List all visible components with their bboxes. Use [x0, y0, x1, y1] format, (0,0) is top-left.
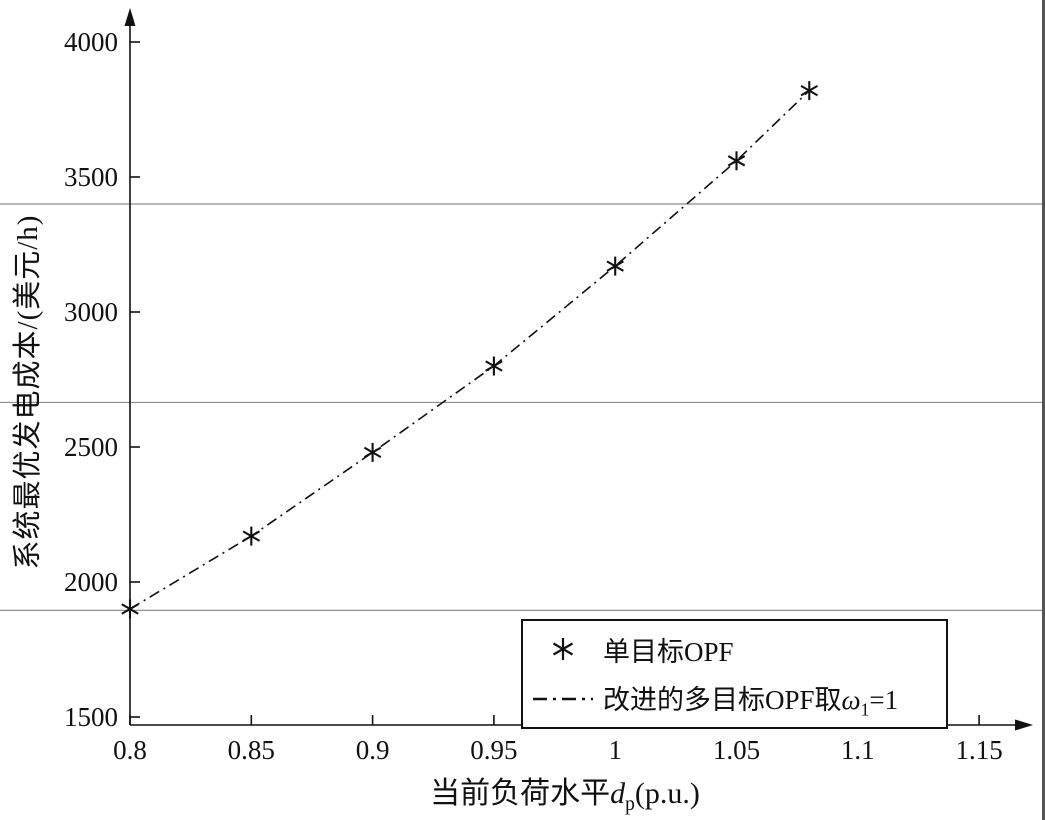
y-tick-label: 3000 — [64, 297, 118, 327]
data-point-marker — [485, 360, 503, 372]
dash-dot-line-icon — [523, 694, 603, 704]
x-tick-label: 1.05 — [713, 735, 760, 765]
x-axis-label-prefix: 当前负荷水平 — [430, 777, 611, 810]
x-axis-label-variable: d — [610, 777, 626, 810]
legend-entry-single-opf: 单目标OPF — [523, 624, 946, 674]
x-tick-label: 1 — [608, 735, 622, 765]
data-series-line — [129, 90, 810, 610]
data-point-marker — [606, 260, 624, 272]
data-point-marker — [121, 603, 139, 615]
legend-label-single-opf: 单目标OPF — [603, 636, 734, 667]
y-tick-label: 4000 — [64, 27, 118, 57]
x-tick-label: 0.95 — [470, 735, 517, 765]
y-axis-label-text: 系统最优发电成本/(美元/h) — [12, 214, 44, 570]
page-edge-line — [1042, 0, 1045, 820]
x-tick-label: 0.8 — [113, 735, 147, 765]
x-axis-label-subscript: p — [625, 794, 635, 815]
y-tick-label: 2000 — [64, 567, 118, 597]
legend-entry-multi-opf: 改进的多目标OPF取ω1=1 — [523, 674, 946, 724]
legend-label-suffix: =1 — [869, 684, 899, 715]
legend-label-subscript: 1 — [860, 699, 870, 720]
x-axis-label: 当前负荷水平dp(p.u.) — [340, 768, 790, 815]
data-point-marker — [242, 530, 261, 542]
x-tick-label: 1.1 — [841, 735, 875, 765]
legend-label-multi-opf: 改进的多目标OPF取ω1=1 — [603, 678, 898, 720]
legend-label-variable: ω — [841, 684, 861, 715]
asterisk-marker-icon — [523, 636, 603, 662]
x-tick-label: 0.85 — [228, 735, 275, 765]
x-axis-label-suffix: (p.u.) — [634, 777, 700, 810]
y-axis-label: 系统最优发电成本/(美元/h) — [4, 122, 44, 662]
legend-label-prefix: 改进的多目标OPF取 — [603, 684, 842, 715]
x-tick-label: 0.9 — [356, 735, 390, 765]
x-axis-arrow — [1015, 719, 1033, 731]
data-point-marker — [800, 84, 819, 97]
data-point-marker — [363, 446, 382, 459]
x-tick-label: 1.15 — [955, 735, 1002, 765]
y-axis-arrow — [124, 8, 136, 26]
legend-box: 单目标OPF 改进的多目标OPF取ω1=1 — [521, 619, 948, 729]
data-point-marker — [727, 155, 746, 167]
y-tick-label: 3500 — [64, 162, 118, 192]
y-tick-label: 2500 — [64, 432, 118, 462]
y-tick-label: 1500 — [64, 702, 118, 732]
